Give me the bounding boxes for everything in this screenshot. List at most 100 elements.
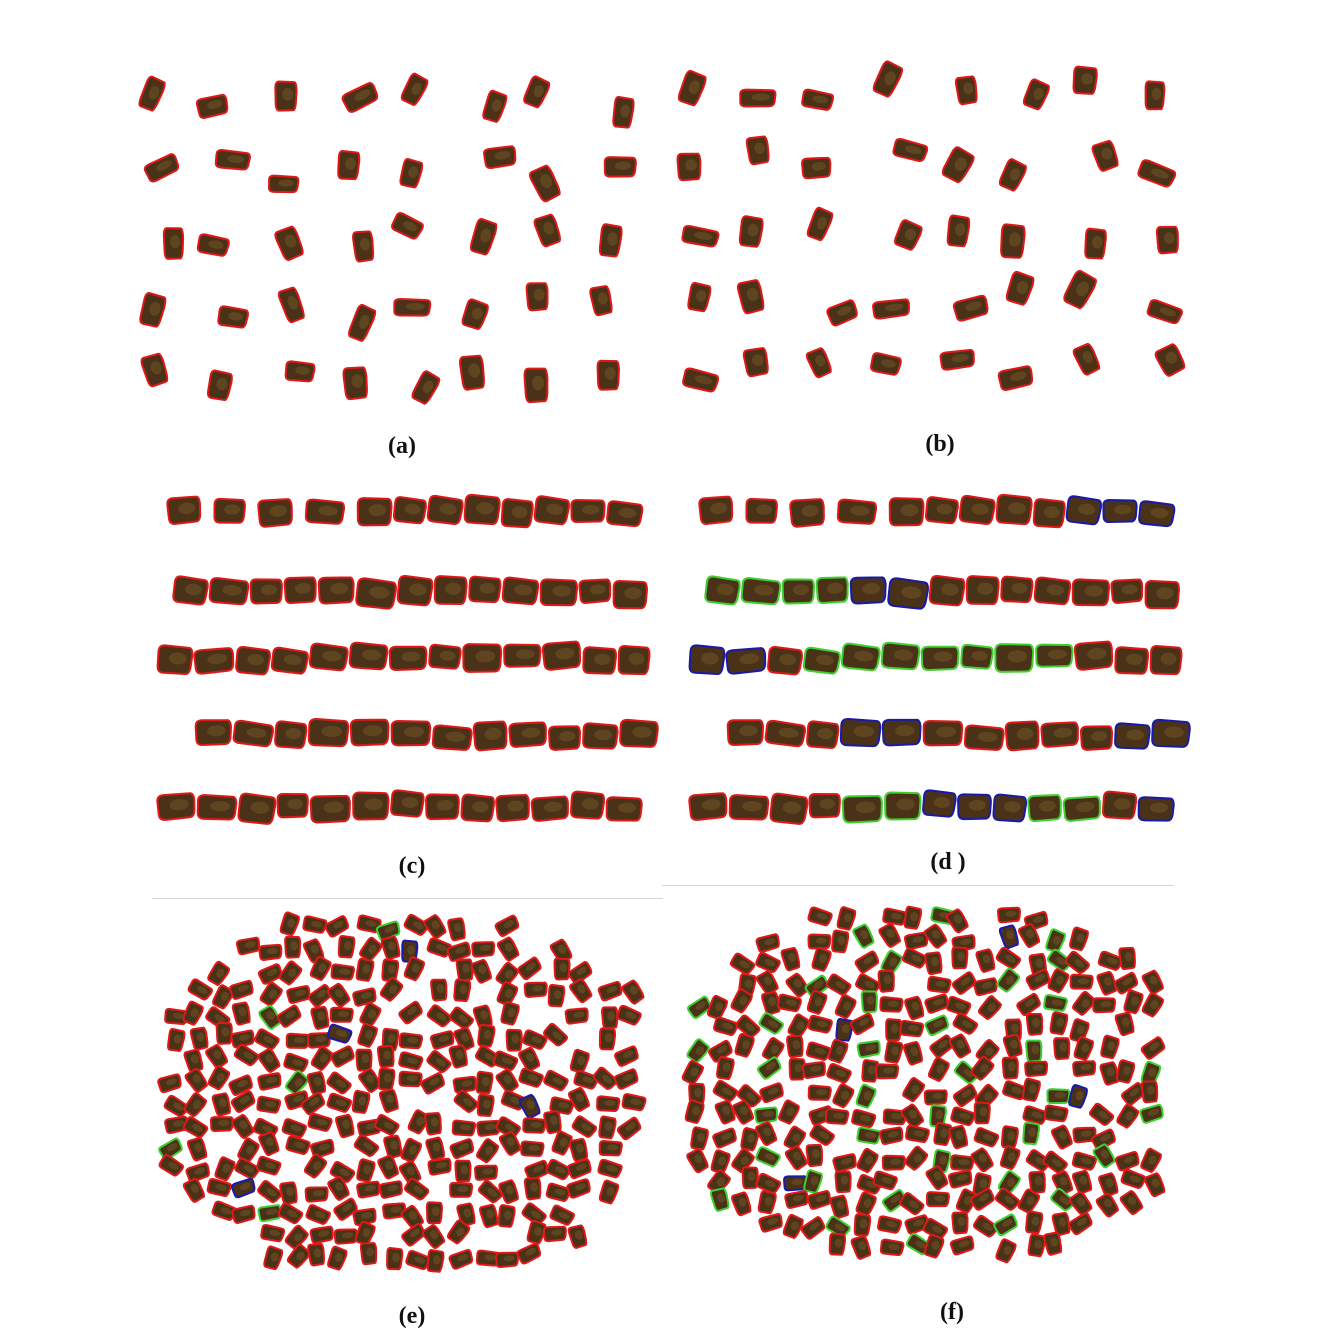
seed-kernel	[736, 1084, 762, 1108]
seed-kernel	[736, 279, 765, 315]
seed-kernel	[549, 1096, 575, 1115]
seed-kernel	[739, 88, 777, 108]
seed-kernel	[1139, 1103, 1164, 1124]
seed-kernel	[1099, 1061, 1120, 1086]
seed-kernel	[498, 1179, 519, 1205]
seed-kernel	[761, 990, 781, 1016]
seed-kernel	[856, 1147, 879, 1174]
seed-kernel	[884, 791, 922, 821]
seed-kernel	[1102, 790, 1138, 820]
seed-kernel	[856, 1174, 883, 1195]
seed-kernel	[474, 1164, 499, 1181]
seed-kernel	[1098, 1172, 1119, 1197]
seed-kernel	[1001, 1056, 1019, 1080]
seed-kernel	[260, 1224, 286, 1243]
seed-kernel	[396, 575, 434, 607]
seed-kernel	[411, 370, 441, 405]
seed-kernel	[973, 1101, 991, 1125]
seed-kernel	[156, 644, 194, 676]
seed-kernel	[884, 1039, 904, 1064]
seed-kernel	[805, 347, 832, 379]
seed-kernel	[451, 1119, 477, 1137]
seed-kernel	[676, 152, 702, 182]
seed-kernel	[755, 933, 780, 953]
seed-kernel	[738, 215, 764, 248]
seed-kernel	[158, 1154, 184, 1177]
seed-kernel	[317, 576, 355, 605]
seed-kernel	[211, 1092, 231, 1117]
seed-kernel	[1071, 1169, 1093, 1195]
seed-kernel	[353, 1134, 380, 1158]
seed-kernel	[1069, 926, 1089, 952]
seed-kernel	[851, 1109, 877, 1129]
seed-kernel	[809, 1123, 835, 1146]
seed-kernel	[516, 1242, 542, 1265]
seed-kernel	[578, 578, 612, 604]
seed-kernel	[926, 975, 952, 994]
seed-kernel	[1114, 1011, 1135, 1037]
seed-kernel	[1000, 575, 1034, 604]
seed-kernel	[277, 286, 305, 324]
panel-a-seed-image	[128, 40, 648, 420]
seed-kernel	[973, 977, 998, 997]
seed-kernel	[547, 983, 566, 1008]
seed-kernel	[839, 718, 882, 748]
seed-kernel	[1028, 1170, 1046, 1195]
seed-kernel	[518, 1067, 544, 1088]
seed-kernel	[1141, 992, 1165, 1018]
seed-kernel	[378, 1180, 403, 1199]
seed-kernel	[780, 946, 801, 972]
seed-kernel	[495, 1068, 519, 1094]
seed-kernel	[688, 792, 728, 821]
seed-kernel	[853, 1213, 872, 1237]
seed-kernel	[475, 1070, 494, 1095]
seed-kernel	[352, 791, 390, 821]
seed-kernel	[806, 989, 828, 1015]
seed-kernel	[902, 1077, 926, 1103]
seed-kernel	[742, 347, 769, 378]
seed-kernel	[923, 1233, 945, 1259]
seed-kernel	[383, 1134, 403, 1159]
seed-kernel	[801, 88, 835, 111]
seed-kernel	[567, 1158, 592, 1180]
seed-kernel	[621, 979, 645, 1005]
seed-kernel	[182, 1000, 204, 1026]
seed-kernel	[503, 643, 542, 668]
seed-kernel	[196, 233, 230, 257]
seed-kernel	[826, 1063, 852, 1084]
seed-kernel	[899, 1192, 925, 1216]
seed-kernel	[398, 1000, 423, 1025]
seed-kernel	[925, 1165, 949, 1191]
seed-kernel	[811, 946, 832, 972]
seed-kernel	[1043, 1231, 1063, 1256]
seed-kernel	[1154, 343, 1186, 377]
seed-kernel	[208, 577, 250, 606]
seed-kernel	[541, 640, 582, 671]
seed-kernel	[824, 1107, 850, 1125]
seed-kernel	[399, 158, 424, 189]
seed-kernel	[327, 1245, 348, 1271]
seed-kernel	[1114, 1150, 1140, 1172]
seed-kernel	[355, 1048, 373, 1072]
seed-kernel	[403, 1177, 430, 1201]
seed-kernel	[1120, 1168, 1146, 1189]
seed-kernel	[256, 1095, 282, 1114]
seed-kernel	[448, 1006, 474, 1030]
seed-kernel	[284, 935, 302, 959]
seed-kernel	[327, 1175, 350, 1201]
seed-kernel	[1046, 1088, 1071, 1105]
seed-kernel	[349, 718, 390, 747]
seed-kernel	[582, 646, 618, 675]
seed-kernel	[1049, 1011, 1069, 1036]
seed-kernel	[447, 1219, 471, 1245]
seed-kernel	[279, 911, 300, 937]
seed-kernel	[569, 978, 593, 1004]
seed-kernel	[167, 1027, 186, 1053]
seed-kernel	[232, 719, 275, 748]
seed-kernel	[776, 993, 802, 1013]
seed-kernel	[213, 497, 246, 524]
seed-kernel	[998, 158, 1028, 192]
seed-kernel	[564, 1007, 589, 1025]
seed-kernel	[329, 1006, 354, 1023]
seed-kernel	[806, 206, 834, 242]
